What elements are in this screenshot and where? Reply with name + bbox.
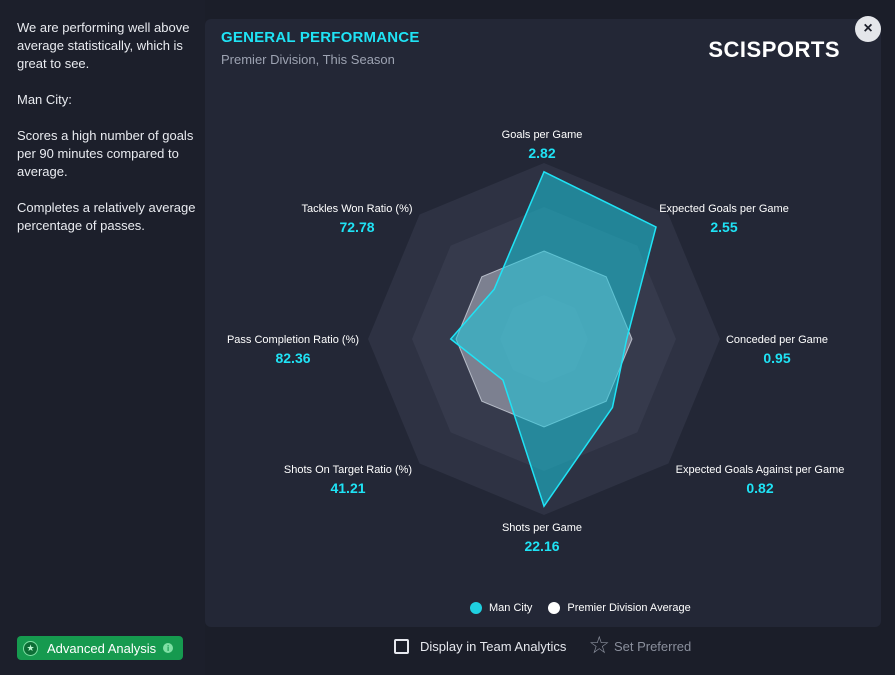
summary-paragraph: Completes a relatively average percentag… — [17, 200, 196, 233]
axis-value: 2.55 — [710, 219, 738, 235]
legend-dot — [548, 602, 561, 614]
axis-value: 72.78 — [339, 219, 375, 235]
legend-label: Premier Division Average — [567, 602, 691, 614]
set-preferred-label: Set Preferred — [613, 638, 692, 654]
card-subtitle: Premier Division, This Season — [221, 52, 395, 67]
advanced-analysis-label: Advanced Analysis — [47, 640, 157, 656]
analysis-summary: We are performing well above average sta… — [17, 19, 199, 253]
axis-value: 0.95 — [763, 350, 791, 366]
axis-label: Tackles Won Ratio (%) — [301, 203, 413, 215]
axis-value: 2.82 — [528, 145, 556, 161]
set-preferred-button[interactable]: ☆ Set Preferred — [588, 632, 692, 659]
axis-value: 22.16 — [524, 538, 560, 554]
summary-paragraph: Scores a high number of goals per 90 min… — [17, 128, 194, 179]
axis-value: 82.36 — [275, 350, 311, 366]
display-in-team-analytics-label[interactable]: Display in Team Analytics — [420, 638, 567, 654]
legend-label: Man City — [489, 602, 533, 614]
axis-label: Shots On Target Ratio (%) — [283, 464, 413, 476]
close-icon[interactable]: × — [855, 16, 881, 42]
left-panel: We are performing well above average sta… — [0, 0, 205, 675]
card-title: GENERAL PERFORMANCE — [221, 29, 420, 46]
axis-label: Conceded per Game — [725, 334, 829, 346]
advanced-analysis-button[interactable]: ★ Advanced Analysis i — [17, 636, 183, 660]
radar-chart — [368, 163, 720, 515]
display-in-team-analytics-checkbox[interactable] — [394, 638, 409, 654]
legend-dot — [470, 602, 482, 614]
axis-value: 41.21 — [330, 480, 366, 496]
scisports-logo: SCISPORTS — [708, 37, 840, 62]
footer-controls: Display in Team Analytics ☆ Set Preferre… — [394, 632, 692, 659]
chart-legend: Man City Premier Division Average — [470, 602, 707, 614]
star-icon: ★ — [23, 640, 38, 656]
axis-label: Goals per Game — [501, 129, 583, 141]
summary-paragraph: Man City: — [17, 92, 72, 107]
axis-label: Expected Goals per Game — [659, 203, 789, 215]
info-icon[interactable]: i — [163, 643, 174, 653]
legend-item-division-average: Premier Division Average — [548, 602, 691, 614]
axis-label: Expected Goals Against per Game — [675, 464, 845, 476]
axis-label: Pass Completion Ratio (%) — [226, 334, 360, 346]
summary-paragraph: We are performing well above average sta… — [17, 20, 190, 71]
legend-item-man-city: Man City — [470, 602, 532, 614]
axis-value: 0.82 — [746, 480, 774, 496]
star-outline-icon: ☆ — [588, 632, 610, 659]
axis-label: Shots per Game — [501, 522, 583, 534]
series-man-city — [449, 170, 657, 508]
